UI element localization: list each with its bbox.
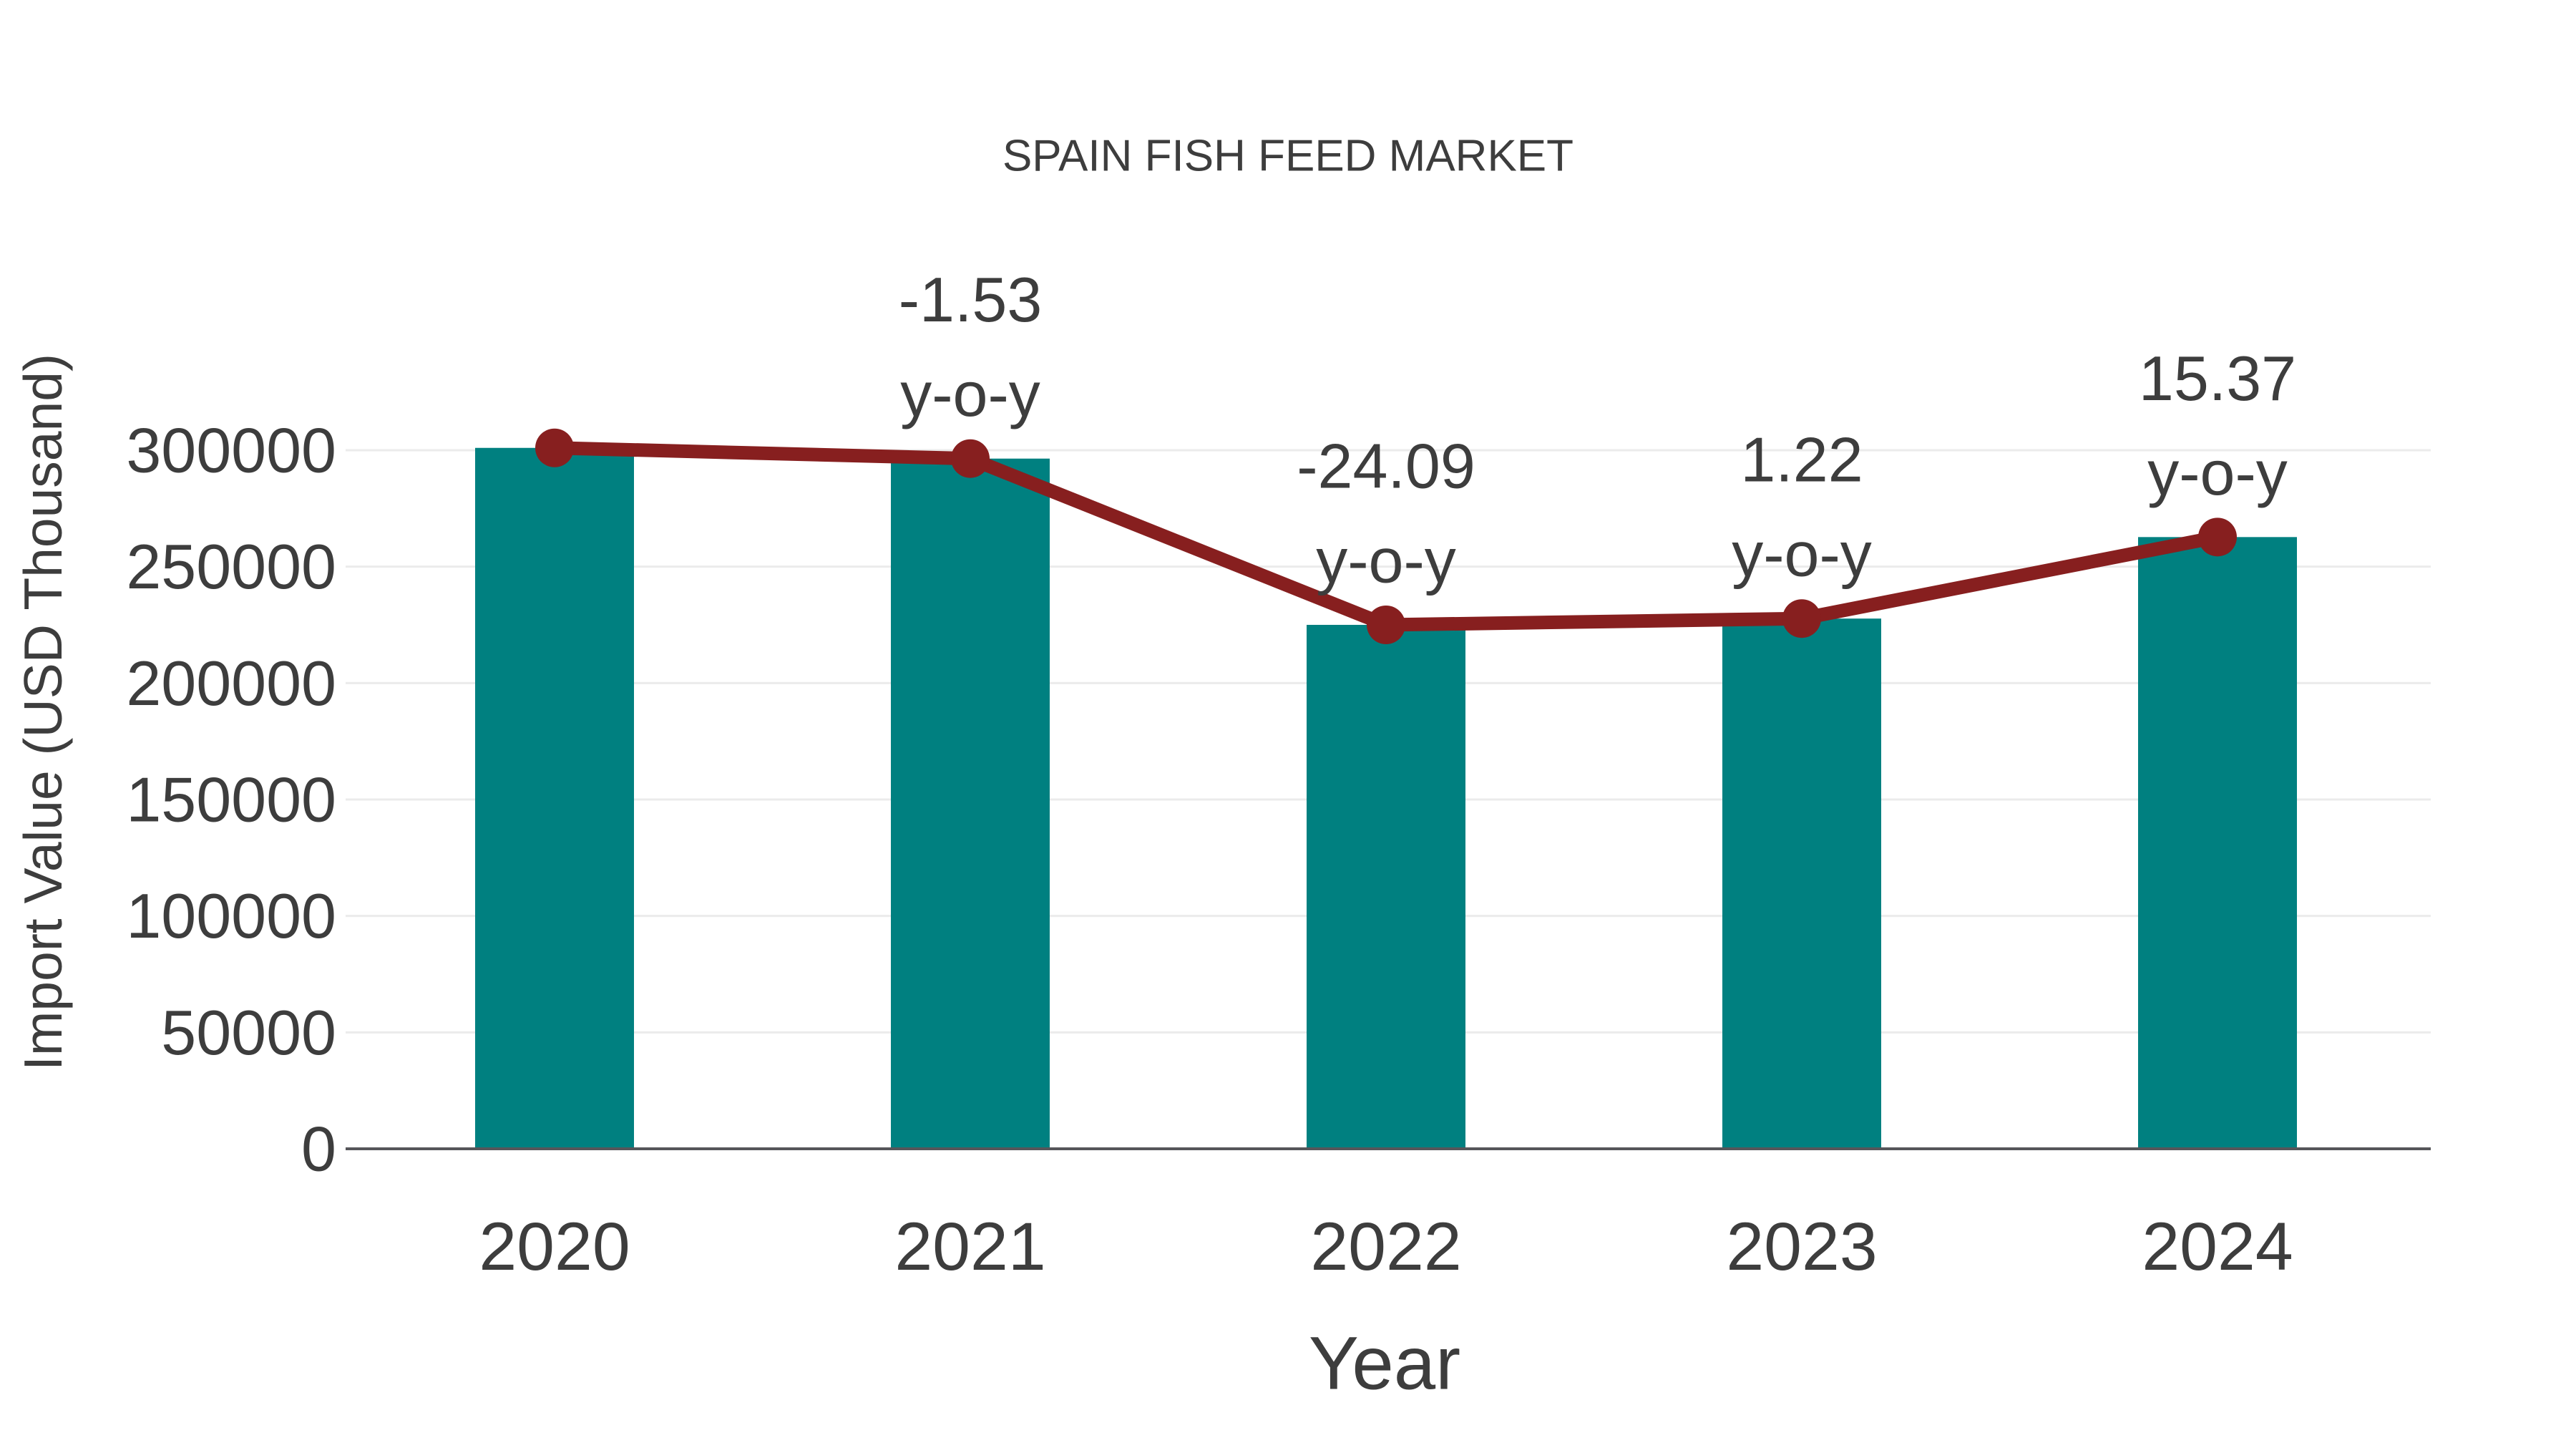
yoy-value-label-2024: 15.37	[2139, 343, 2296, 414]
y-tick-label: 250000	[126, 531, 336, 602]
y-axis-title: Import Value (USD Thousand)	[13, 354, 73, 1071]
x-tick-label-2020: 2020	[479, 1209, 630, 1285]
yoy-suffix-label-2023: y-o-y	[1732, 519, 1872, 590]
y-tick-label: 50000	[161, 997, 336, 1068]
x-tick-label-2023: 2023	[1726, 1209, 1877, 1285]
yoy-marker-2020[interactable]	[535, 428, 574, 467]
y-tick-label: 300000	[126, 415, 336, 486]
x-tick-label-2022: 2022	[1310, 1209, 1461, 1285]
yoy-value-label-2021: -1.53	[899, 264, 1043, 335]
x-tick-label-2024: 2024	[2142, 1209, 2293, 1285]
y-tick-label: 200000	[126, 648, 336, 719]
yoy-marker-2024[interactable]	[2198, 517, 2237, 557]
yoy-marker-2023[interactable]	[1782, 599, 1821, 638]
x-tick-label-2021: 2021	[894, 1209, 1045, 1285]
yoy-marker-2021[interactable]	[951, 439, 990, 478]
yoy-value-label-2023: 1.22	[1740, 424, 1863, 495]
yoy-suffix-label-2022: y-o-y	[1316, 525, 1456, 596]
x-axis-tick-labels: 2020 2021 2022 2023 2024	[479, 1209, 2293, 1285]
x-axis-title: Year	[1309, 1322, 1460, 1406]
yoy-value-label-2022: -24.09	[1297, 431, 1475, 502]
y-tick-label: 100000	[126, 880, 336, 951]
bar-2020[interactable]	[475, 447, 634, 1149]
y-axis-tick-labels: 0 50000 100000 150000 200000 250000 300000	[126, 415, 336, 1185]
bar-2024[interactable]	[2138, 537, 2297, 1149]
bar-2022[interactable]	[1307, 625, 1465, 1149]
bar-2023[interactable]	[1722, 618, 1881, 1149]
y-tick-label: 0	[301, 1114, 336, 1185]
bar-series	[475, 447, 2297, 1149]
y-tick-label: 150000	[126, 764, 336, 835]
bar-2021[interactable]	[891, 458, 1050, 1149]
yoy-marker-2022[interactable]	[1367, 606, 1405, 644]
yoy-suffix-label-2024: y-o-y	[2147, 437, 2288, 508]
chart-title: SPAIN FISH FEED MARKET	[1002, 132, 1574, 181]
yoy-suffix-label-2021: y-o-y	[900, 359, 1040, 429]
yoy-markers	[535, 428, 2237, 644]
point-labels: -1.53 y-o-y -24.09 y-o-y 1.22 y-o-y 15.37 y-o-y	[899, 264, 2296, 596]
